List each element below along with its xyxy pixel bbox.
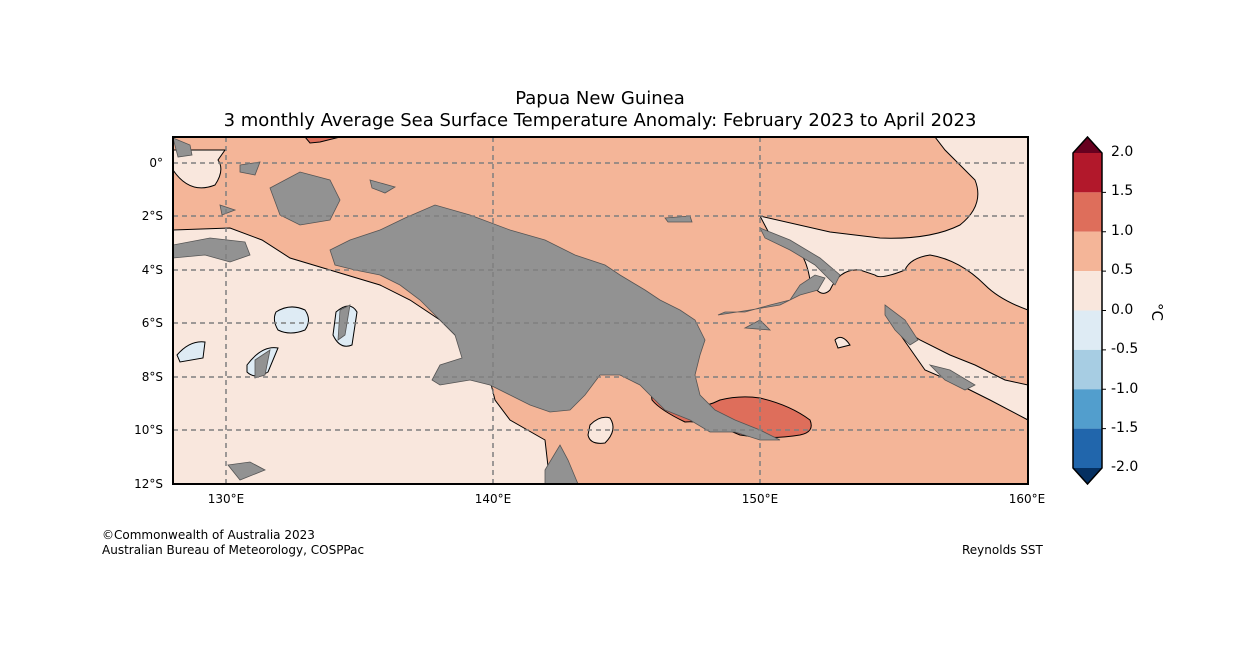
anomaly-region-negative-1 — [273, 306, 309, 334]
land-halmahera — [173, 137, 193, 158]
colorbar-label-neg2.0: -2.0 — [1111, 459, 1139, 475]
anomaly-region-negative-4 — [176, 341, 206, 363]
copyright-text: ©Commonwealth of Australia 2023 — [102, 528, 315, 542]
agency-text: Australian Bureau of Meteorology, COSPPa… — [102, 543, 365, 557]
colorbar-segment — [1073, 153, 1102, 193]
colorbar-segment — [1073, 192, 1102, 232]
colorbar — [1072, 135, 1106, 486]
colorbar-label-neg0.5: -0.5 — [1111, 341, 1139, 357]
lat-label-10s: 10°S — [134, 423, 163, 437]
colorbar-unit: °C — [1147, 303, 1166, 321]
lat-label-6s: 6°S — [141, 316, 163, 330]
land-new-ireland — [759, 227, 841, 286]
land-seram — [173, 237, 251, 263]
source-text: Reynolds SST — [962, 543, 1043, 557]
title-line-2: 3 monthly Average Sea Surface Temperatur… — [223, 110, 977, 131]
colorbar-segment — [1073, 271, 1102, 311]
land-bougainville — [884, 304, 919, 346]
lon-label-150e: 150°E — [741, 492, 779, 506]
land-new-britain — [717, 274, 826, 331]
land-aru — [227, 461, 266, 481]
colorbar-overflow-bottom — [1073, 468, 1102, 484]
land-south-tip — [544, 444, 579, 484]
colorbar-overflow-top — [1073, 137, 1102, 153]
colorbar-segment — [1073, 310, 1102, 350]
land-tanimbar — [254, 349, 271, 379]
map-frame — [172, 136, 1029, 485]
lon-label-160e: 160°E — [1008, 492, 1046, 506]
colorbar-label-0.5: 0.5 — [1111, 262, 1134, 278]
anomaly-region-1.0-1.5-top — [304, 137, 341, 144]
colorbar-label-1.5: 1.5 — [1111, 183, 1134, 199]
anomaly-region-0-0.5-newbritain-east — [834, 336, 851, 349]
lat-label-12s: 12°S — [134, 477, 163, 491]
colorbar-label-neg1.5: -1.5 — [1111, 420, 1139, 436]
colorbar-label-2.0: 2.0 — [1111, 144, 1134, 160]
lat-label-0: 0° — [149, 156, 163, 170]
colorbar-outline — [1072, 135, 1103, 486]
colorbar-segment — [1073, 231, 1102, 272]
lat-label-8s: 8°S — [141, 370, 163, 384]
title-line-1: Papua New Guinea — [515, 88, 685, 109]
colorbar-label-neg1.0: -1.0 — [1111, 381, 1139, 397]
land-islands-top — [219, 161, 397, 216]
graticule — [173, 137, 1028, 484]
anomaly-region-0-0.5-northwest — [173, 149, 226, 189]
colorbar-segment — [1073, 389, 1102, 429]
colorbar-label-0.0: 0.0 — [1111, 302, 1134, 318]
colorbar-segment — [1073, 349, 1102, 390]
lon-label-140e: 140°E — [474, 492, 512, 506]
lon-label-130e: 130°E — [207, 492, 245, 506]
lat-label-4s: 4°S — [141, 263, 163, 277]
colorbar-label-1.0: 1.0 — [1111, 223, 1134, 239]
lat-label-2s: 2°S — [141, 209, 163, 223]
colorbar-segment — [1073, 428, 1102, 468]
